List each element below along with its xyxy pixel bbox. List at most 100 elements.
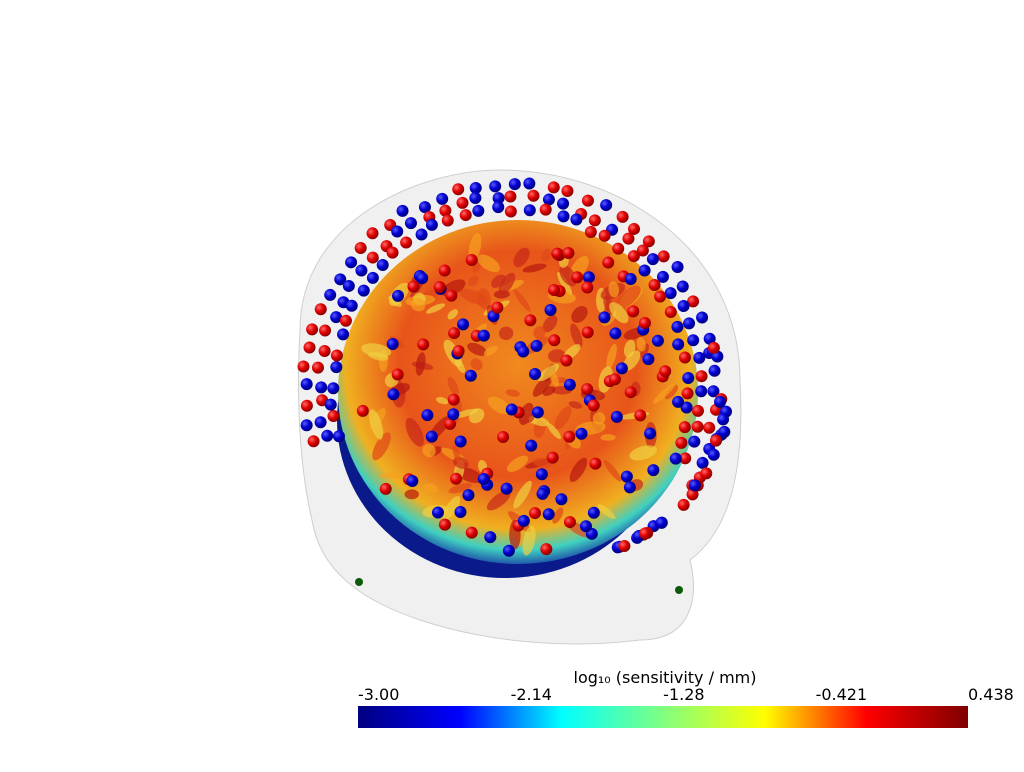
electrode [582,271,595,284]
electrode [622,232,635,245]
fold [592,412,606,425]
electrode [628,222,641,235]
electrode [376,259,389,272]
electrode [555,493,568,506]
fold [361,343,392,358]
fold [483,345,498,356]
electrode [504,190,517,203]
electrode [696,311,709,324]
electrode [337,328,350,341]
fold [600,434,616,441]
electrode [655,516,668,529]
electrode [433,281,446,294]
electrode [454,505,467,518]
fold [452,444,461,464]
colorbar-title: log₁₀ (sensitivity / mm) [574,668,757,687]
electrode [477,473,490,486]
electrode [563,516,576,529]
electrode [562,246,575,259]
electrode [557,210,570,223]
fold [522,525,536,556]
electrode [477,329,490,342]
electrode [646,253,659,266]
electrode [718,425,731,438]
electrode [465,253,478,266]
electrode [608,373,621,386]
electrode [696,456,709,469]
electrode [598,229,611,242]
electrode [703,421,716,434]
electrode [707,385,720,398]
electrode [688,479,701,492]
fold [568,401,583,409]
electrode [318,344,331,357]
electrode [357,284,370,297]
electrode [671,260,684,273]
electrode [616,210,629,223]
electrode [492,192,505,205]
fold [505,389,520,397]
electrode [589,457,602,470]
electrode [300,378,313,391]
electrode [314,416,327,429]
electrode [634,409,647,422]
fold [547,423,562,440]
electrode [542,508,555,521]
electrode [517,345,530,358]
electrode [672,395,685,408]
electrode [579,520,592,533]
electrode [332,430,345,443]
electrode [581,383,594,396]
electrode [459,209,472,222]
fold [447,309,458,320]
electrode [421,409,434,422]
electrode [717,413,730,426]
electrode [415,228,428,241]
electrode [391,225,404,238]
electrode [681,387,694,400]
electrode [600,199,613,212]
electrode [677,498,690,511]
fold [552,507,564,524]
electrode [638,316,651,329]
electrode [581,326,594,339]
electrode [627,305,640,318]
electrode [417,338,430,351]
electrode [469,182,482,195]
electrode [609,327,622,340]
electrode [345,256,358,269]
electrode [311,361,324,374]
electrode [484,531,497,544]
electrode [438,518,451,531]
electrode [356,404,369,417]
fold [513,289,531,312]
electrode [334,273,347,286]
electrode [355,264,368,277]
fold [532,374,553,397]
electrode [676,280,689,293]
electrode [441,214,454,227]
fold [447,376,459,396]
electrode [500,482,513,495]
electrode [695,385,708,398]
fold [615,285,641,310]
electrode [656,270,669,283]
electrode [416,272,429,285]
electrode [703,332,716,345]
electrode [539,203,552,216]
fold [470,358,483,371]
electrode [695,370,708,383]
electrode [623,481,636,494]
fold [454,358,466,373]
electrode [324,398,337,411]
electrode [465,526,478,539]
electrode [686,488,699,501]
fold [629,445,657,461]
colorbar-tick-label: 0.438 [968,685,1014,704]
electrode [527,189,540,202]
electrode [561,184,574,197]
electrode [391,368,404,381]
fold [513,247,530,268]
fold [542,386,556,396]
